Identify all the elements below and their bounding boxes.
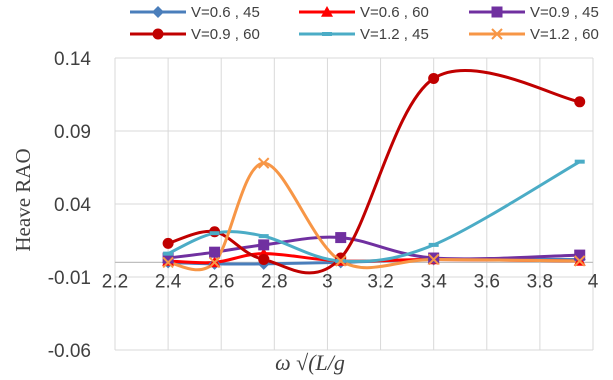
marker-stroke [574, 255, 586, 267]
series-6-point [335, 255, 347, 267]
series-3-point [258, 239, 270, 251]
series-6-point [162, 256, 174, 269]
x-tick-label: 2.8 [261, 271, 287, 292]
legend-marker [152, 6, 164, 18]
series-3-point [574, 249, 586, 261]
series-4-point [574, 96, 586, 108]
legend-marker [491, 6, 503, 18]
x-tick-label: 3.4 [420, 271, 447, 292]
x-tick-label: 2.6 [208, 271, 234, 292]
series-6-point [574, 255, 586, 267]
gridlines [114, 57, 594, 351]
marker-stroke [258, 157, 270, 169]
series-3-point [209, 246, 221, 258]
series-3-point [335, 232, 347, 244]
series-4-point [162, 237, 174, 249]
series-5-point [574, 159, 585, 164]
y-tick-labels: 0.14 0.09 0.04 -0.01 -0.06 [48, 49, 92, 362]
series-6-point [208, 256, 221, 269]
marker-stroke [427, 253, 440, 266]
series-5-point [258, 234, 269, 239]
series-4-point [428, 72, 440, 84]
legend: V=0.6 , 45 V=0.6 , 60 V=0.9 , 45 V=0.9 , 60… [130, 4, 599, 43]
y-tick-label: -0.01 [48, 268, 91, 289]
x-tick-label: 3.6 [474, 271, 500, 292]
x-axis-title: ω √(L/g [275, 350, 345, 375]
x-tick-labels: 2.2 2.4 2.6 2.8 3 3.2 3.4 3.6 3.8 4 [102, 271, 599, 292]
series-3-point [162, 252, 174, 264]
marker-stroke [162, 256, 174, 269]
y-tick-label: 0.09 [54, 122, 91, 143]
legend-label: V=0.9 , 45 [530, 4, 599, 21]
series-5-line [167, 160, 581, 263]
y-axis-title: Heave RAO [11, 148, 35, 251]
y-tick-label: 0.04 [54, 195, 91, 216]
series-4-point [258, 253, 270, 265]
series-6-line [167, 161, 580, 272]
series-6-point [258, 157, 270, 169]
x-tick-label: 2.4 [155, 271, 182, 292]
x-tick-label: 3 [322, 271, 333, 292]
series-lines [167, 68, 581, 275]
legend-marker [152, 28, 164, 40]
legend-marker [491, 28, 503, 40]
legend-marker [322, 32, 332, 36]
series-4-line [167, 68, 581, 275]
series-5-point [209, 231, 220, 236]
legend-label: V=1.2 , 45 [360, 26, 429, 43]
legend-marker [321, 6, 333, 17]
marker-stroke [491, 28, 503, 40]
x-tick-label: 4 [588, 271, 599, 292]
y-tick-label: 0.14 [54, 49, 91, 70]
series-6-point [427, 253, 440, 266]
legend-label: V=0.6 , 45 [191, 4, 260, 21]
y-tick-label: -0.06 [48, 341, 91, 362]
legend-label: V=0.6 , 60 [360, 4, 429, 21]
marker-stroke [335, 255, 347, 267]
series-3-point [428, 252, 440, 264]
x-tick-label: 3.8 [527, 271, 553, 292]
legend-label: V=0.9 , 60 [191, 26, 260, 43]
legend-label: V=1.2 , 60 [530, 26, 599, 43]
series-5-point [163, 251, 174, 256]
marker-stroke [208, 256, 221, 269]
series-markers [162, 72, 586, 270]
series-5-point [428, 242, 439, 247]
x-tick-label: 2.2 [102, 271, 128, 292]
x-tick-label: 3.2 [367, 271, 393, 292]
